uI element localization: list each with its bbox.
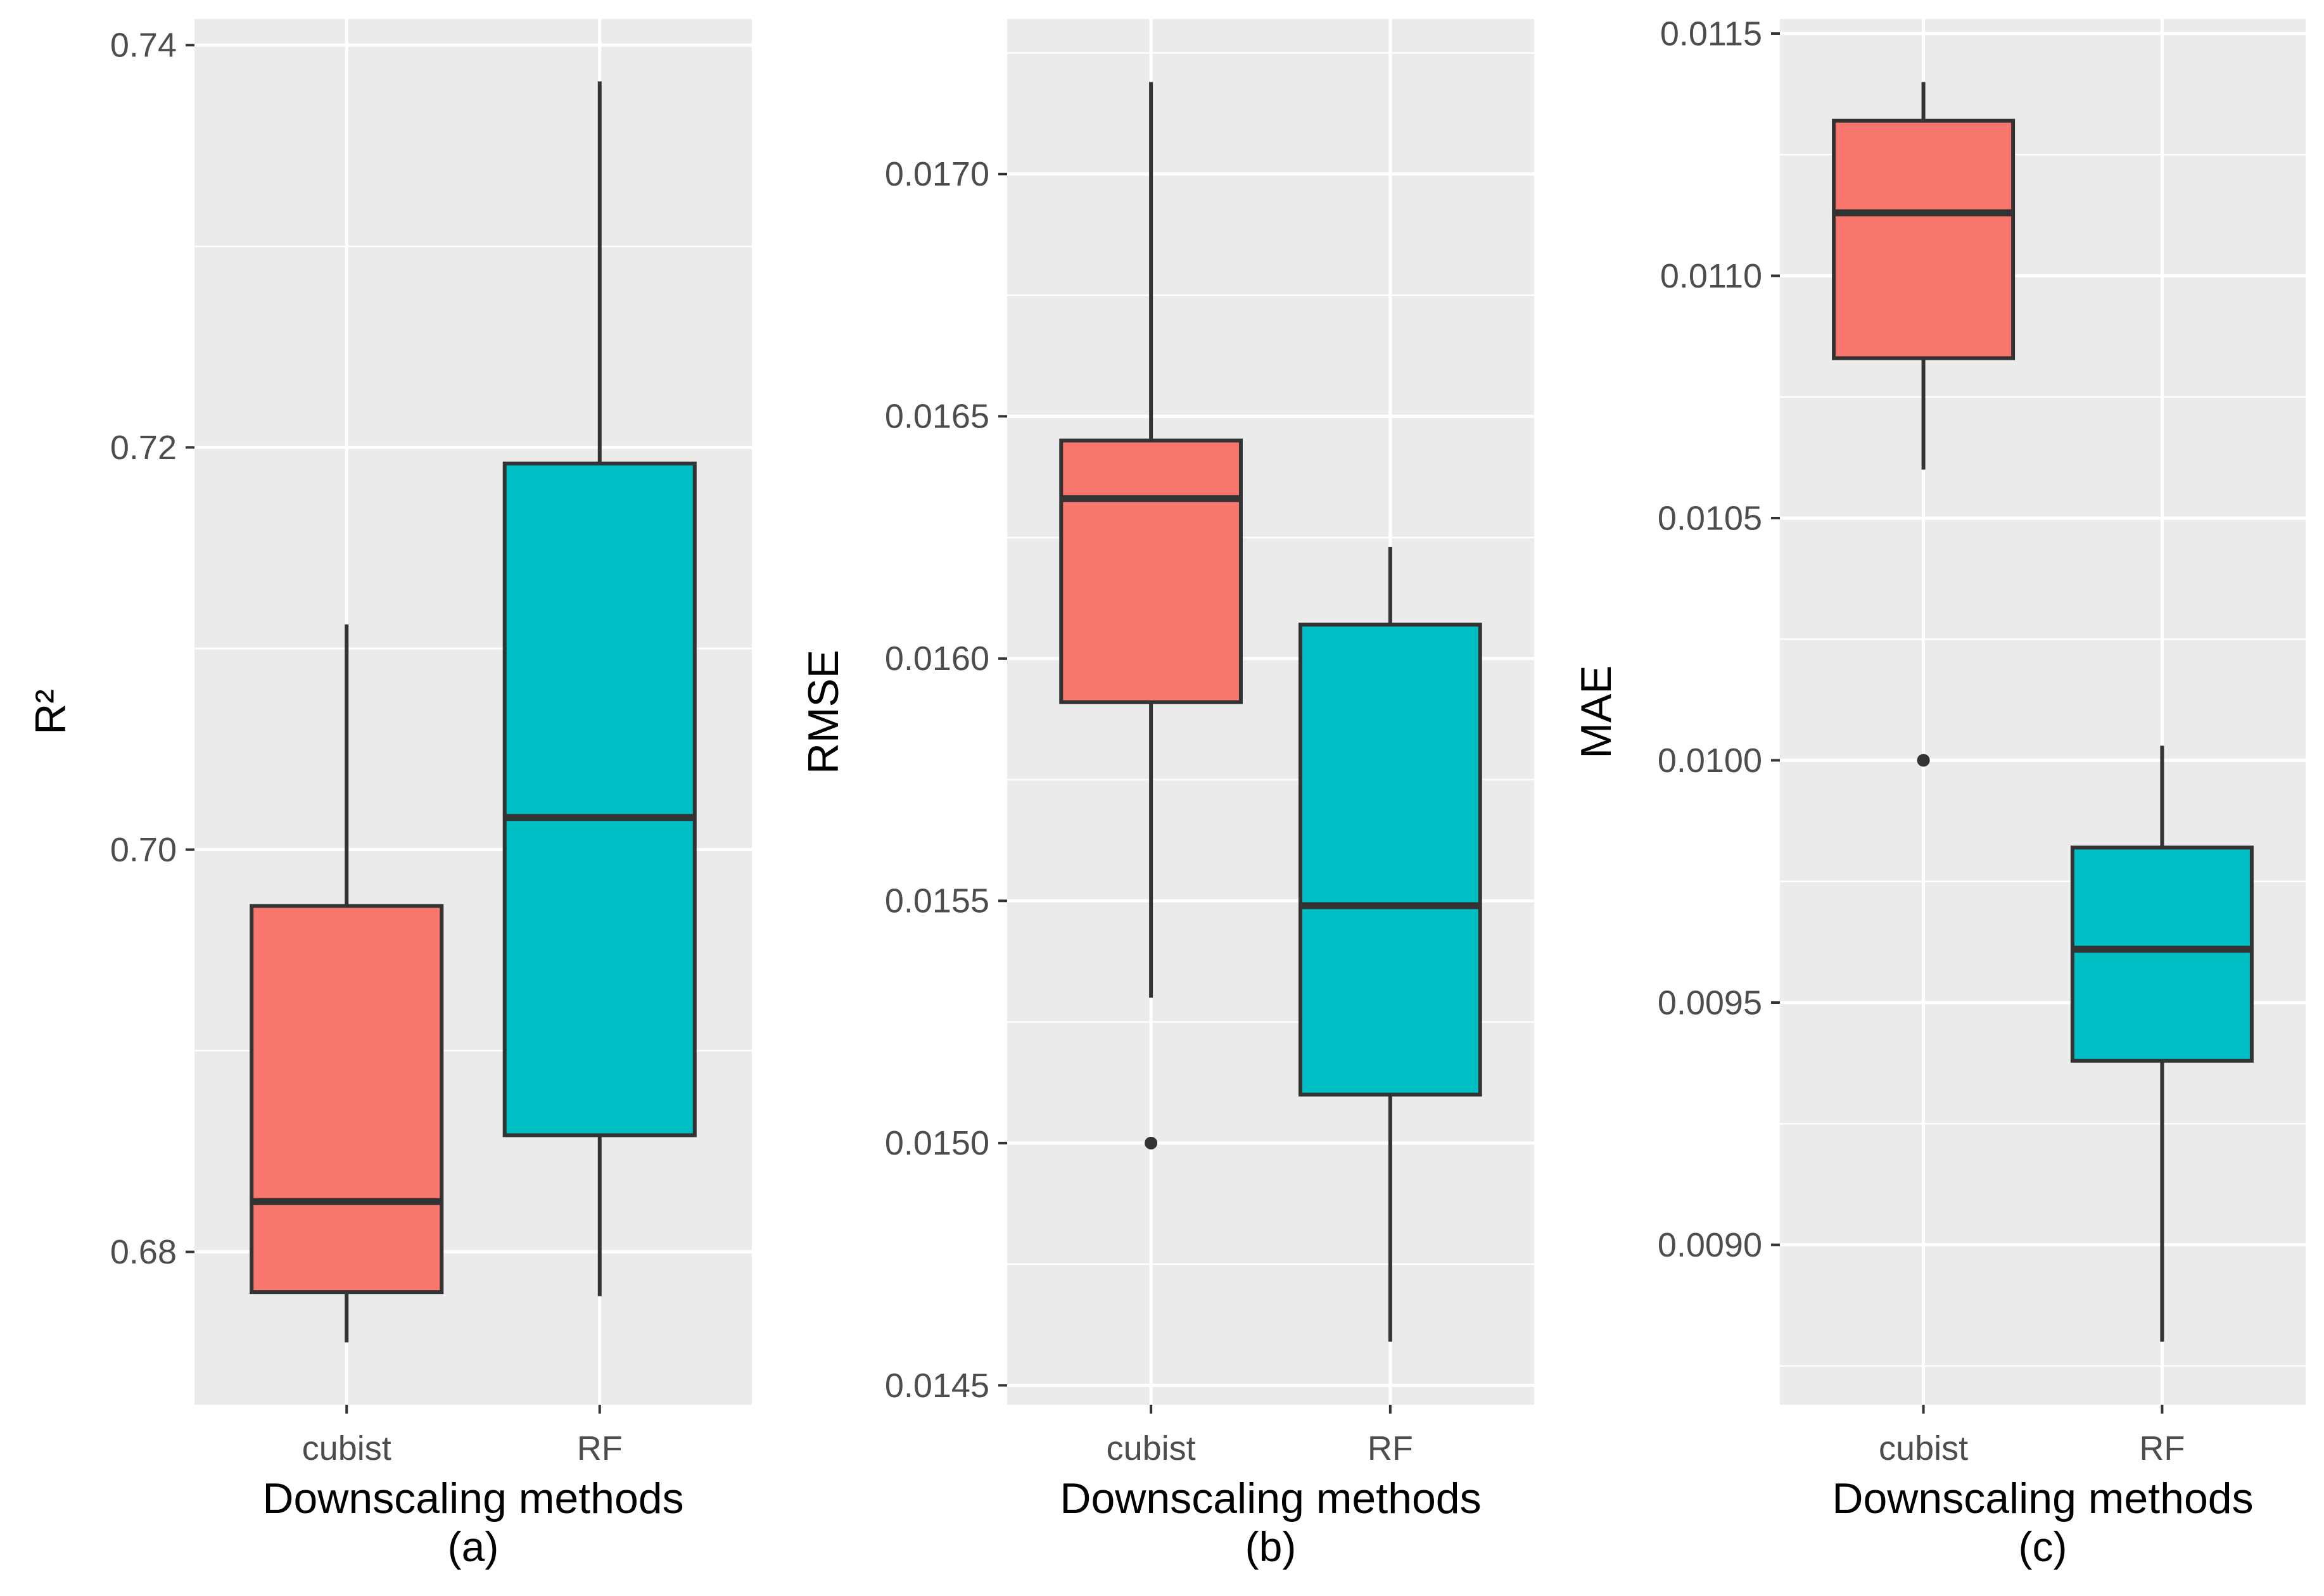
x-axis-title-panel-c: Downscaling methods [1832,1474,2254,1523]
panel-caption-b: (b) [1245,1523,1297,1570]
box-cubist [1059,438,1243,704]
y-axis-title-mae: MAE [1572,665,1620,759]
y-tick-label: 0.0155 [885,882,989,920]
panel-caption-c: (c) [2018,1523,2067,1570]
x-axis-title-panel-a: Downscaling methods [262,1474,684,1523]
y-tick-label: 0.0170 [885,155,989,193]
x-tick-label-RF: RF [1368,1429,1413,1467]
box-cubist [1832,118,2016,360]
y-tick-label: 0.0100 [1658,742,1762,780]
x-tick-label-cubist: cubist [1879,1429,1968,1467]
outlier-point-cubist [1145,1136,1158,1150]
y-axis-title-rmse: RMSE [799,649,848,775]
x-axis-title-panel-b: Downscaling methods [1060,1474,1482,1523]
y-tick-label: 0.0110 [1660,257,1762,295]
y-tick-label: 0.0095 [1658,984,1762,1022]
box-RF [502,461,697,1137]
y-tick-label: 0.0165 [885,398,989,436]
y-tick-label: 0.0105 [1658,499,1762,537]
y-tick-label: 0.0145 [885,1367,989,1405]
x-tick-label-cubist: cubist [1107,1429,1196,1467]
box-cubist [250,904,444,1295]
panel-caption-a: (a) [447,1523,499,1570]
y-axis-title-r2: R² [27,689,75,735]
y-tick-label: 0.72 [110,429,177,467]
y-tick-label: 0.0160 [885,640,989,678]
x-tick-label-RF: RF [2139,1429,2185,1467]
y-tick-label: 0.0090 [1658,1226,1762,1264]
y-tick-label: 0.68 [110,1233,177,1271]
x-tick-label-RF: RF [577,1429,623,1467]
y-tick-label: 0.0115 [1660,15,1762,53]
box-RF [2070,846,2254,1063]
box-RF [1299,623,1482,1097]
y-tick-label: 0.0150 [885,1124,989,1162]
x-tick-label-cubist: cubist [302,1429,391,1467]
y-tick-label: 0.74 [110,27,177,65]
y-tick-label: 0.70 [110,831,177,869]
outlier-point-cubist [1917,754,1930,767]
